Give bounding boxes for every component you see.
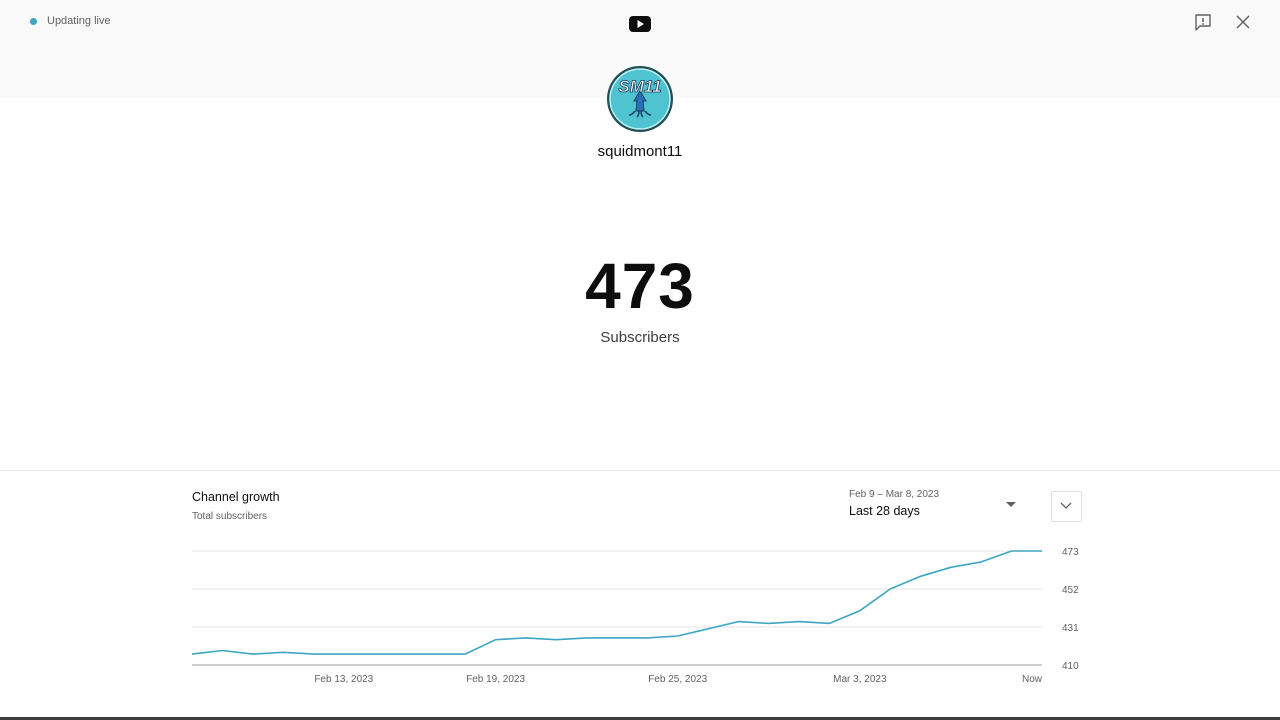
live-indicator: Updating live [30,15,111,27]
date-range-dropdown[interactable]: Feb 9 – Mar 8, 2023 Last 28 days [849,489,1029,523]
y-tick-label: 452 [1062,585,1079,596]
channel-name: squidmont11 [597,143,683,160]
youtube-logo-icon [629,16,651,32]
subscriber-count: 473 [585,250,695,322]
y-tick-label: 431 [1062,623,1079,634]
chart-title: Channel growth [192,490,280,504]
series-line[interactable] [191,550,1042,655]
subscriber-count-label: Subscribers [600,329,680,346]
date-range-label: Last 28 days [849,504,920,518]
subscriber-growth-chart: 410 431 452 473 Feb 13, 2023 Feb 19, 2023 Feb … [191,547,1079,685]
section-divider [0,470,1280,471]
x-tick-label: Feb 25, 2023 [648,674,707,685]
x-tick-label: Feb 19, 2023 [466,674,525,685]
y-tick-label: 410 [1062,661,1079,672]
date-range-dates: Feb 9 – Mar 8, 2023 [849,489,940,500]
avatar-image: SM11 [607,66,673,132]
chart-subtitle: Total subscribers [192,511,268,522]
x-tick-label: Now [1022,674,1043,685]
dropdown-caret-icon [1006,502,1016,507]
window-bottom-edge [0,717,1280,720]
chevron-down-icon [1060,502,1072,509]
x-tick-label: Mar 3, 2023 [833,674,887,685]
live-status-text: Updating live [47,15,111,27]
expand-chart-button[interactable] [1051,491,1082,522]
y-tick-label: 473 [1062,547,1079,558]
channel-avatar[interactable]: SM11 [606,65,674,133]
feedback-icon[interactable] [1194,13,1212,31]
live-status-dot [30,17,37,25]
close-icon[interactable] [1235,14,1251,30]
x-tick-label: Feb 13, 2023 [314,674,373,685]
avatar-logo-text: SM11 [618,77,661,96]
